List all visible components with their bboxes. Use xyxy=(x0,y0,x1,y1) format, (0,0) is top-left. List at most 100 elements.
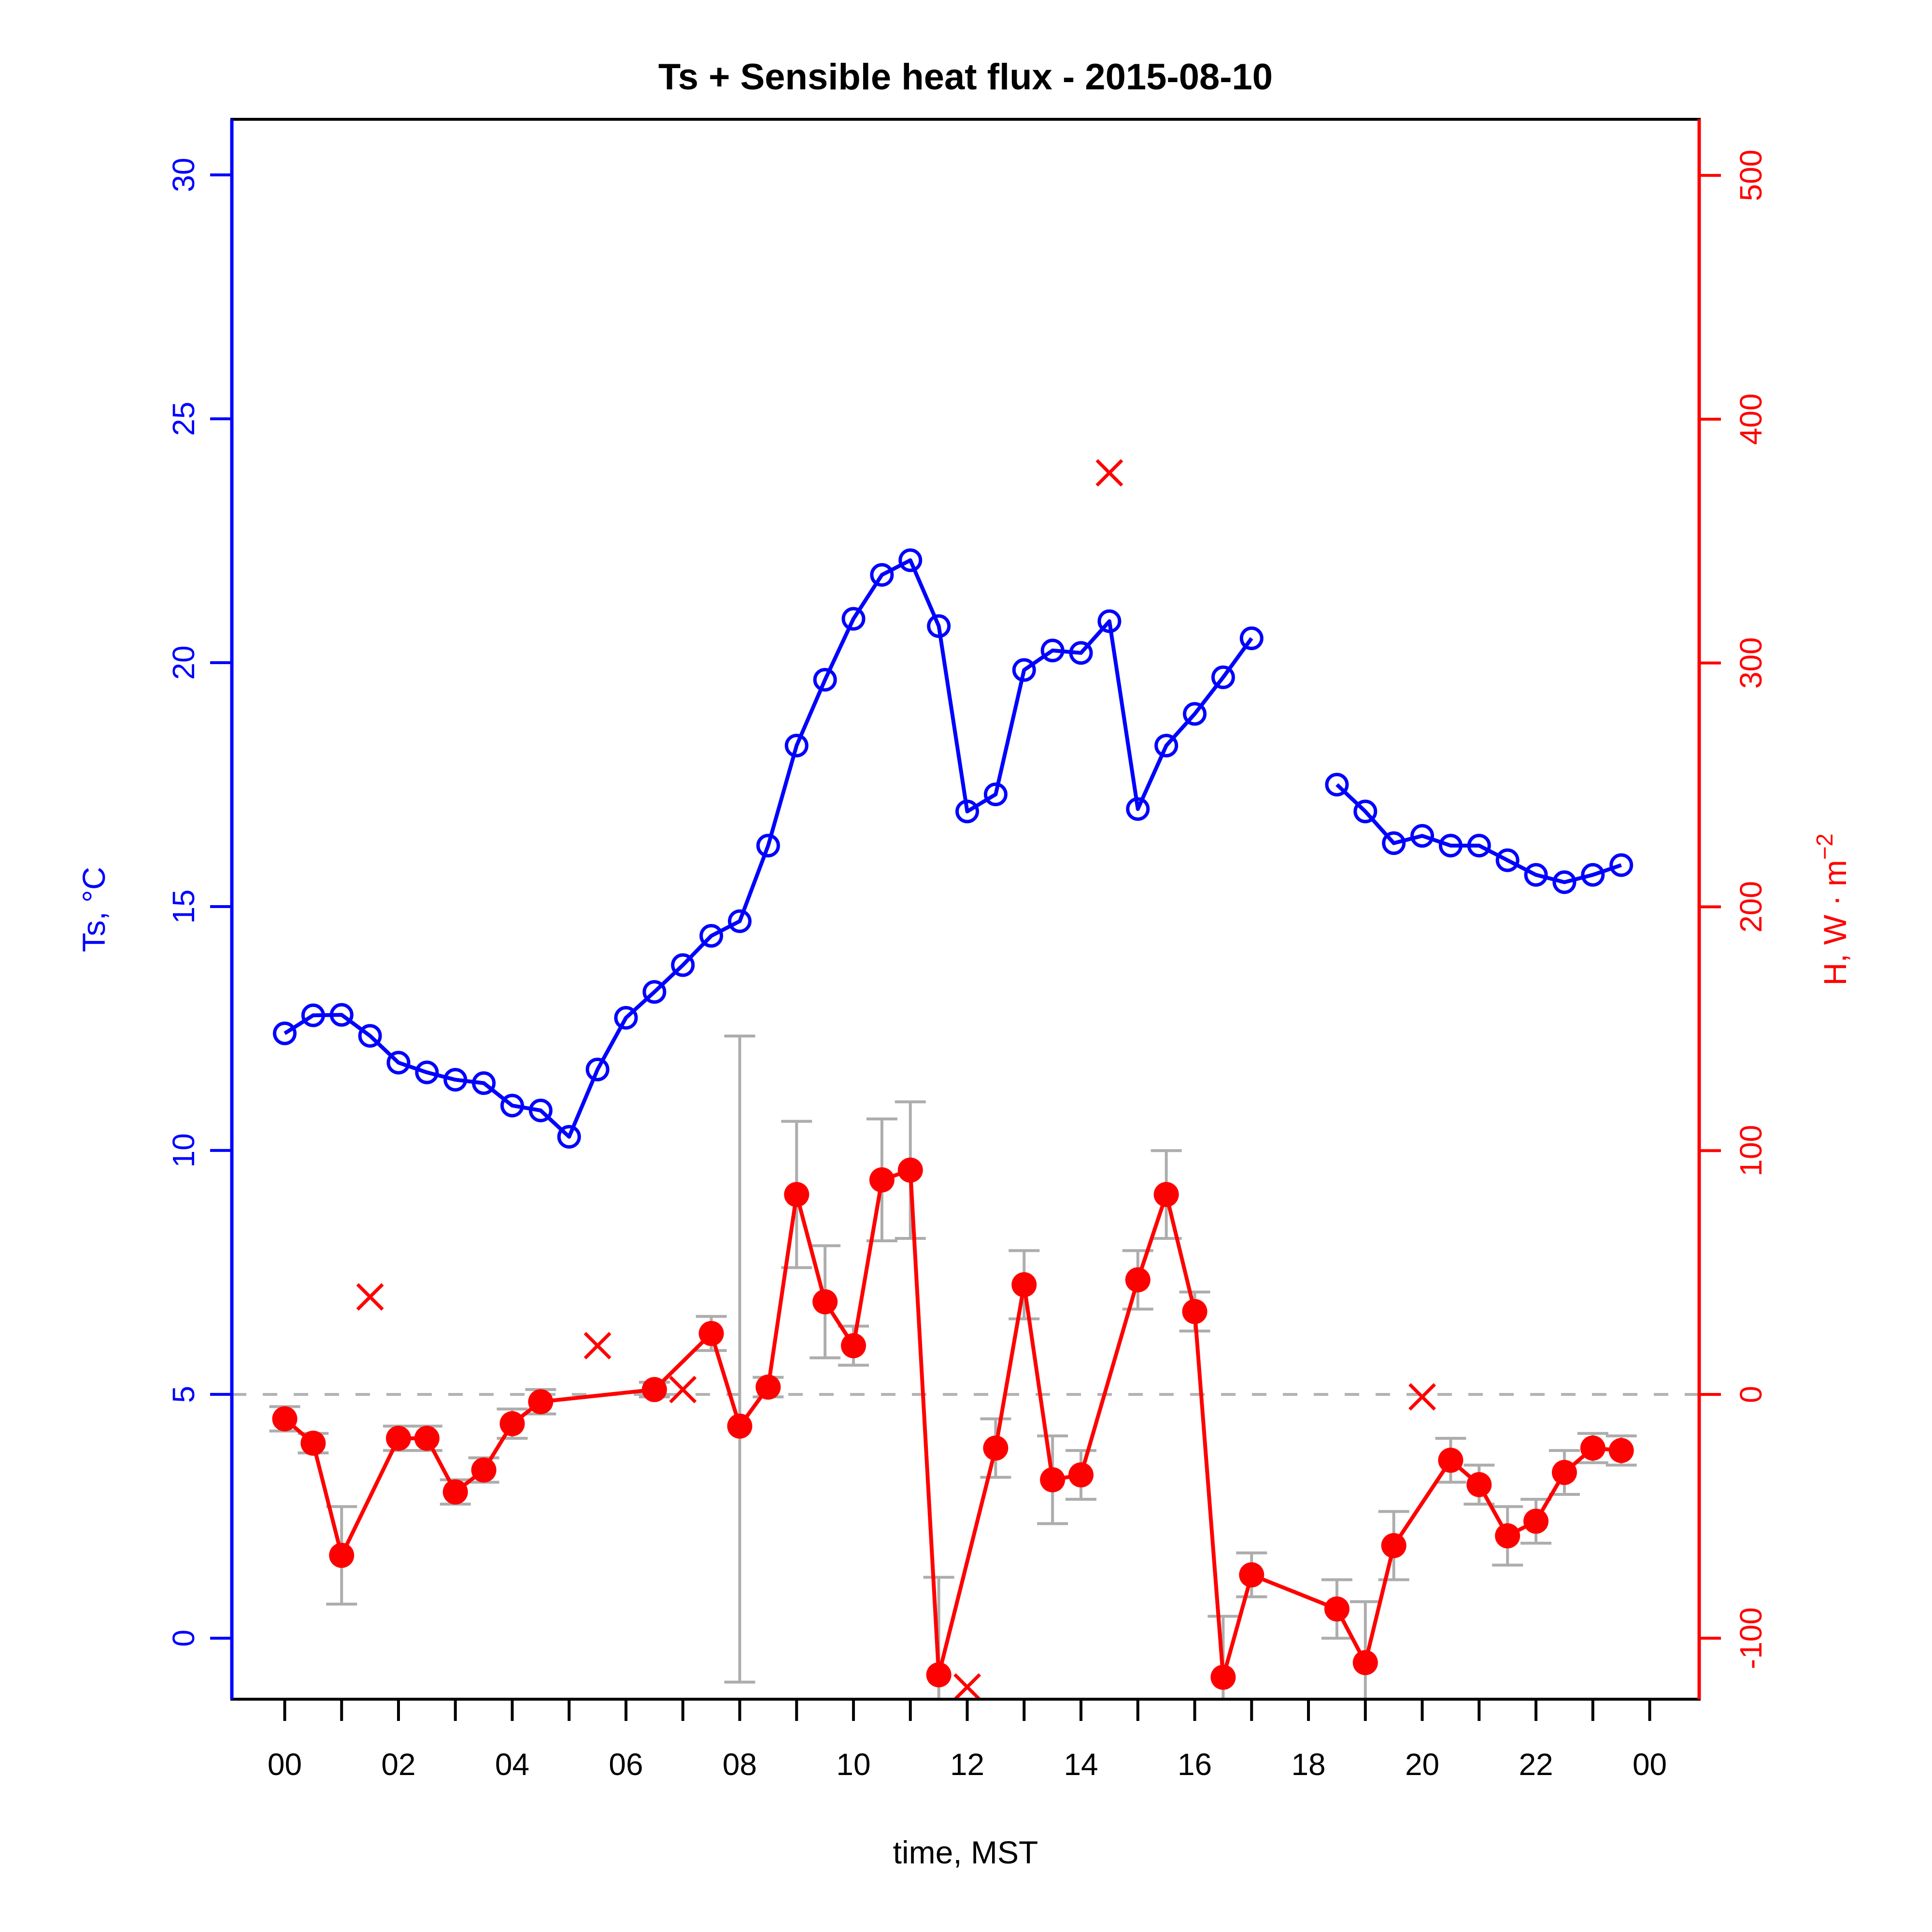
left-axis-tick-label: 15 xyxy=(166,889,201,923)
left-axis-tick-label: 30 xyxy=(166,158,201,192)
h-rejected-point-x-icon xyxy=(583,1332,611,1360)
h-data-point xyxy=(471,1457,497,1483)
ts-data-point xyxy=(1467,834,1491,858)
left-axis-title: Ts, °C xyxy=(76,867,112,952)
h-data-point xyxy=(442,1479,468,1505)
ts-data-point xyxy=(699,924,724,948)
ts-data-point xyxy=(1353,799,1378,824)
h-rejected-point-x-icon xyxy=(1408,1383,1436,1411)
h-series-line xyxy=(283,1168,1622,1679)
h-data-point xyxy=(1495,1523,1520,1548)
x-tick-label: 00 xyxy=(1633,1747,1667,1782)
h-data-point xyxy=(698,1321,724,1346)
h-data-point xyxy=(414,1425,440,1451)
error-bars-layer xyxy=(269,1034,1637,1699)
h-data-point xyxy=(329,1543,355,1568)
ts-data-point xyxy=(528,1098,553,1122)
ts-data-point xyxy=(784,734,809,758)
x-tick-label: 08 xyxy=(723,1747,757,1782)
h-data-point xyxy=(926,1662,952,1688)
h-data-point xyxy=(1040,1467,1065,1492)
right-axis-tick-label: 100 xyxy=(1733,1125,1768,1177)
chart-title: Ts + Sensible heat flux - 2015-08-10 xyxy=(658,57,1273,98)
ts-data-point xyxy=(1239,626,1264,651)
h-data-point xyxy=(727,1413,753,1439)
h-data-point xyxy=(812,1289,838,1315)
ts-data-point xyxy=(1097,609,1122,633)
h-data-point xyxy=(897,1157,923,1183)
right-axis-tick-label: 200 xyxy=(1733,881,1768,933)
h-data-point xyxy=(1239,1562,1264,1588)
x-tick-label: 18 xyxy=(1291,1747,1325,1782)
h-data-point xyxy=(755,1374,781,1400)
ts-data-point xyxy=(500,1094,525,1118)
h-data-point xyxy=(983,1435,1009,1461)
h-rejected-point-x-icon xyxy=(669,1376,697,1404)
h-data-point xyxy=(1125,1267,1151,1293)
ts-data-point xyxy=(927,614,951,638)
ts-data-point xyxy=(813,668,837,692)
ts-data-point xyxy=(329,1003,354,1027)
ts-data-point xyxy=(614,1006,638,1030)
ts-data-point xyxy=(1495,848,1520,872)
plot-area-border xyxy=(230,118,1701,1701)
h-data-point xyxy=(1551,1460,1577,1485)
ts-data-point xyxy=(756,834,780,858)
x-axis-ticks: 00 02 04 06 08 10 12 14 16 18 20 22 00 xyxy=(268,1699,1667,1782)
ts-data-point xyxy=(358,1024,382,1048)
h-data-point xyxy=(1324,1596,1350,1622)
ts-data-point xyxy=(415,1060,439,1084)
ts-series-line xyxy=(1335,783,1622,884)
h-rejected-point-x-icon xyxy=(1095,459,1123,487)
h-rejected-point-x-icon xyxy=(953,1673,981,1701)
left-axis-tick-label: 10 xyxy=(166,1133,201,1167)
ts-data-point xyxy=(1524,863,1548,887)
series-layer xyxy=(272,548,1634,1690)
x-tick-label: 04 xyxy=(495,1747,529,1782)
h-data-point xyxy=(386,1425,412,1451)
ts-data-point xyxy=(273,1022,297,1046)
ts-data-point xyxy=(1154,734,1179,758)
right-axis-tick-label: 300 xyxy=(1733,637,1768,689)
right-axis-tick-label: 400 xyxy=(1733,393,1768,445)
ts-data-point xyxy=(1552,870,1577,894)
x-tick-label: 22 xyxy=(1519,1747,1553,1782)
ts-data-point xyxy=(955,799,980,824)
right-axis-tick-label: 0 xyxy=(1733,1386,1768,1403)
h-data-point xyxy=(1153,1182,1179,1208)
x-tick-label: 16 xyxy=(1178,1747,1212,1782)
ts-data-point xyxy=(472,1071,496,1095)
ts-data-point xyxy=(1325,772,1349,796)
x-tick-label: 12 xyxy=(950,1747,984,1782)
left-axis-tick-label: 0 xyxy=(166,1630,201,1647)
x-tick-label: 00 xyxy=(268,1747,302,1782)
right-axis-tick-label: 500 xyxy=(1733,150,1768,201)
x-tick-label: 06 xyxy=(609,1747,643,1782)
right-axis-title: H, W · m−2 xyxy=(1812,834,1853,986)
ts-data-point xyxy=(1438,834,1463,858)
left-axis-ticks: 0 5 10 15 20 25 30 xyxy=(166,158,232,1647)
ts-data-point xyxy=(1183,702,1207,726)
h-data-point xyxy=(1068,1462,1094,1488)
h-data-point xyxy=(1523,1508,1549,1534)
h-data-point xyxy=(528,1389,554,1415)
h-data-point xyxy=(1011,1272,1037,1297)
ts-data-point xyxy=(1126,797,1150,821)
h-data-point xyxy=(1580,1435,1605,1461)
x-tick-label: 14 xyxy=(1064,1747,1098,1782)
x-tick-label: 20 xyxy=(1405,1747,1439,1782)
h-data-point xyxy=(300,1430,326,1456)
left-axis-tick-label: 20 xyxy=(166,645,201,680)
h-data-point xyxy=(841,1333,867,1359)
h-data-point xyxy=(1466,1472,1492,1497)
ts-data-point xyxy=(728,909,752,933)
right-axis-tick-label: -100 xyxy=(1733,1607,1768,1669)
ts-data-point xyxy=(1040,639,1065,663)
ts-data-point xyxy=(898,548,923,572)
h-data-point xyxy=(1352,1650,1378,1676)
ts-data-point xyxy=(585,1057,610,1081)
ts-data-point xyxy=(870,563,894,587)
ts-data-point xyxy=(386,1051,411,1075)
